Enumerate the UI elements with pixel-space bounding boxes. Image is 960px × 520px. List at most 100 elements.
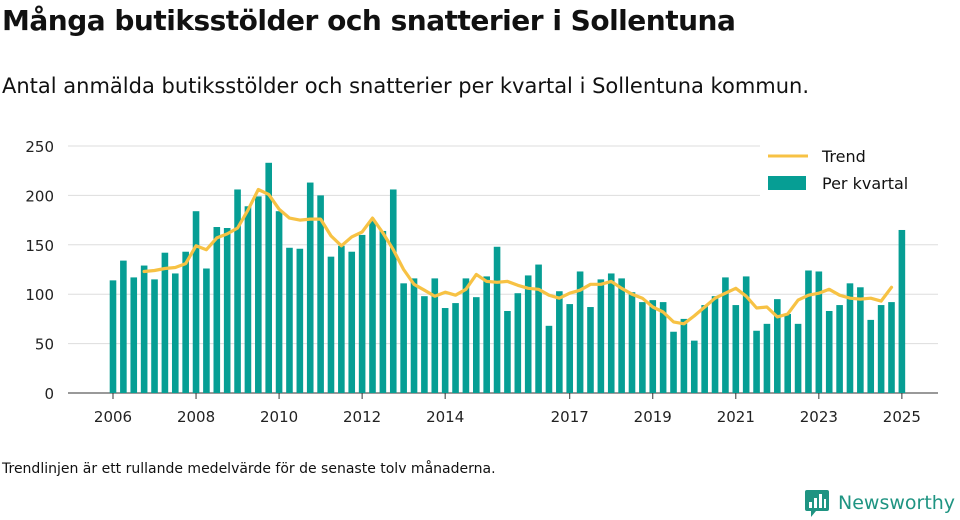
y-tick-label: 200	[25, 187, 54, 205]
bar	[877, 305, 885, 393]
bar	[223, 228, 231, 393]
bar	[483, 276, 490, 393]
chart-subtitle: Antal anmälda butiksstölder och snatteri…	[2, 74, 810, 98]
x-tick-label: 2017	[551, 408, 589, 426]
legend-bar-label: Per kvartal	[822, 174, 908, 193]
bar	[109, 280, 117, 393]
bar	[711, 296, 719, 393]
chart-area: 0 50 100 150 200 250 2006 2008 2010 2012 2014 2017…	[25, 138, 938, 426]
bar	[379, 230, 387, 393]
bar	[576, 271, 584, 393]
bar	[670, 331, 677, 393]
brand-logo[interactable]: Newsworthy	[804, 488, 955, 518]
bar	[524, 275, 532, 393]
bar	[317, 195, 324, 393]
bar	[410, 278, 418, 393]
bar	[763, 323, 771, 393]
x-tick-label: 2006	[94, 408, 132, 426]
bar	[649, 300, 657, 393]
brand-name: Newsworthy	[838, 492, 956, 514]
bar	[846, 283, 854, 393]
bar	[161, 252, 169, 393]
x-tick-label: 2021	[717, 408, 755, 426]
bar	[400, 283, 407, 393]
bar	[462, 278, 470, 393]
y-axis: 0 50 100 150 200 250	[25, 138, 54, 403]
bar	[244, 206, 252, 393]
x-axis: 2006 2008 2010 2012 2014 2017 2019 2021 2023 2025	[94, 393, 921, 426]
trend-line	[142, 187, 894, 326]
bar	[898, 229, 906, 393]
bar	[338, 245, 345, 393]
x-tick-label: 2014	[426, 408, 464, 426]
bar	[545, 325, 553, 393]
bar	[825, 310, 833, 393]
bar	[265, 162, 272, 393]
bar	[556, 291, 563, 393]
bar	[213, 227, 221, 393]
bar	[389, 189, 397, 393]
bar	[358, 234, 366, 393]
bar	[140, 265, 148, 393]
bar	[192, 211, 200, 393]
x-tick-label: 2019	[634, 408, 672, 426]
bar	[742, 276, 750, 393]
x-tick-label: 2012	[343, 408, 381, 426]
bar	[805, 270, 812, 393]
bar	[628, 292, 636, 393]
bar	[857, 287, 864, 393]
y-tick-label: 50	[35, 336, 54, 354]
bar	[306, 182, 314, 393]
bar	[815, 271, 823, 393]
bar	[639, 302, 646, 393]
legend-trend-label: Trend	[821, 147, 866, 166]
bar	[286, 247, 293, 393]
bar	[836, 305, 843, 393]
x-tick-label: 2010	[260, 408, 298, 426]
bar	[659, 302, 667, 393]
bar	[732, 305, 740, 393]
y-tick-label: 0	[44, 385, 54, 403]
bar	[493, 246, 501, 393]
bar	[151, 279, 158, 393]
x-tick-label: 2008	[177, 408, 215, 426]
x-tick-label: 2025	[883, 408, 921, 426]
newsworthy-logo-icon	[805, 490, 829, 517]
bar	[680, 318, 688, 393]
legend-background	[760, 140, 938, 202]
bar	[587, 307, 594, 393]
bar	[753, 330, 760, 393]
bar	[607, 273, 615, 393]
bar	[535, 264, 542, 393]
bar	[327, 256, 335, 393]
legend-bar-swatch	[768, 176, 806, 190]
bar	[794, 323, 802, 393]
y-tick-label: 100	[25, 286, 54, 304]
bar	[348, 251, 356, 393]
bar	[514, 293, 522, 393]
bar	[618, 278, 625, 393]
bar	[722, 277, 729, 393]
bar	[431, 278, 439, 393]
bar	[473, 297, 480, 393]
bar	[888, 302, 895, 393]
bar	[182, 251, 189, 393]
legend: Trend Per kvartal	[760, 140, 938, 202]
bar	[275, 211, 283, 393]
bar	[234, 189, 241, 393]
bar	[255, 196, 262, 393]
footnote: Trendlinjen är ett rullande medelvärde f…	[2, 461, 496, 477]
bar	[452, 303, 459, 393]
bar	[504, 310, 511, 393]
bar	[441, 308, 449, 393]
bar	[774, 299, 781, 393]
bar	[701, 305, 708, 393]
bar	[784, 313, 791, 393]
y-tick-label: 250	[25, 138, 54, 156]
bar	[171, 273, 179, 393]
bar-series	[109, 162, 906, 393]
bar	[130, 277, 138, 393]
bar	[690, 340, 698, 393]
y-tick-label: 150	[25, 237, 54, 255]
bar	[296, 248, 304, 393]
